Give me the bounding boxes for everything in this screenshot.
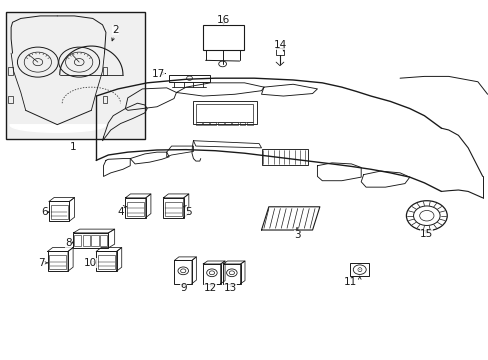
Text: ⊙: ⊙ (356, 267, 362, 273)
Text: 7: 7 (39, 258, 45, 268)
Text: 12: 12 (203, 283, 217, 293)
Text: 1: 1 (70, 142, 77, 152)
Bar (203, 122, 208, 125)
Bar (164, 202, 182, 216)
Bar (47, 251, 68, 271)
Bar (49, 202, 69, 221)
Bar (261, 149, 307, 165)
Bar (350, 263, 368, 276)
Bar (203, 24, 244, 50)
Bar (246, 122, 252, 125)
Bar (217, 122, 223, 125)
Text: 5: 5 (185, 207, 191, 217)
Text: 13: 13 (224, 283, 237, 293)
Bar (49, 255, 66, 269)
Text: 2: 2 (112, 25, 119, 35)
Text: 6: 6 (41, 207, 47, 217)
Bar (174, 260, 192, 284)
Bar (8, 96, 13, 103)
Bar (125, 198, 145, 217)
Text: 11: 11 (343, 277, 356, 287)
Bar (193, 102, 256, 123)
Text: 14: 14 (273, 40, 286, 50)
Bar (276, 48, 284, 55)
Bar (73, 233, 108, 248)
Bar (96, 251, 116, 271)
Text: 8: 8 (65, 238, 72, 248)
Bar (98, 255, 115, 269)
Bar (82, 235, 90, 246)
Text: 10: 10 (83, 258, 97, 268)
Bar (163, 198, 183, 217)
Bar (51, 205, 68, 219)
Bar (169, 75, 210, 82)
Bar (6, 12, 144, 139)
Bar (91, 235, 99, 246)
Bar (210, 122, 216, 125)
Text: 3: 3 (293, 230, 300, 240)
Bar (196, 122, 201, 125)
Bar (127, 202, 144, 216)
Text: 9: 9 (180, 283, 186, 293)
Bar (239, 122, 245, 125)
Bar (100, 235, 107, 246)
Bar (203, 264, 220, 284)
Bar (232, 122, 238, 125)
Text: 15: 15 (419, 229, 432, 239)
Bar (102, 67, 107, 75)
Text: 17: 17 (151, 68, 165, 78)
Bar (74, 235, 81, 246)
Bar (8, 67, 13, 75)
Text: 4: 4 (118, 207, 124, 217)
Bar (102, 96, 107, 103)
Bar (196, 104, 253, 122)
Bar (224, 122, 230, 125)
Bar (223, 264, 240, 284)
Text: 16: 16 (217, 15, 230, 25)
